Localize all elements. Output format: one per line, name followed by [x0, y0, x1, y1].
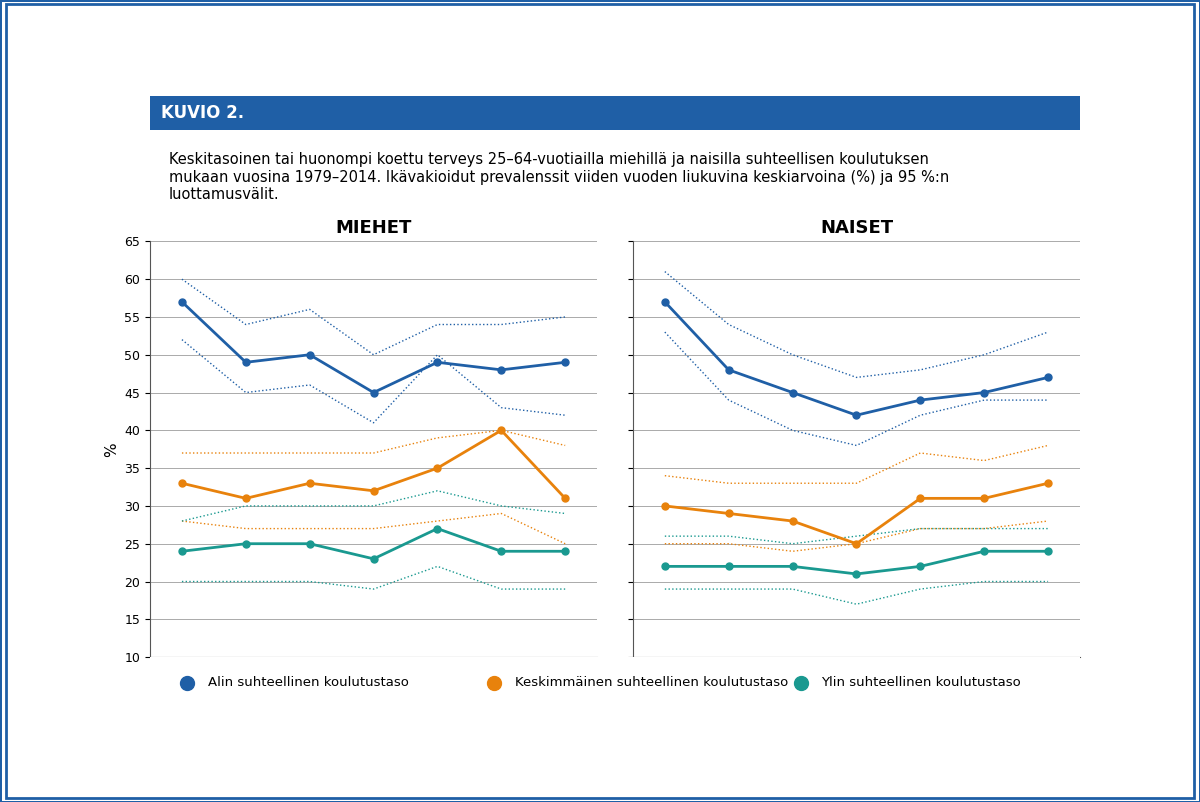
Text: Ylin suhteellinen koulutustaso: Ylin suhteellinen koulutustaso	[822, 676, 1021, 689]
Y-axis label: %: %	[103, 442, 119, 456]
Text: Keskitasoinen tai huonompi koettu terveys 25–64-vuotiailla miehillä ja naisilla : Keskitasoinen tai huonompi koettu tervey…	[168, 152, 949, 202]
Text: Keskimmäinen suhteellinen koulutustaso: Keskimmäinen suhteellinen koulutustaso	[515, 676, 788, 689]
Title: NAISET: NAISET	[820, 219, 893, 237]
Text: KUVIO 2.: KUVIO 2.	[161, 104, 245, 122]
Text: Alin suhteellinen koulutustaso: Alin suhteellinen koulutustaso	[208, 676, 408, 689]
Title: MIEHET: MIEHET	[335, 219, 412, 237]
